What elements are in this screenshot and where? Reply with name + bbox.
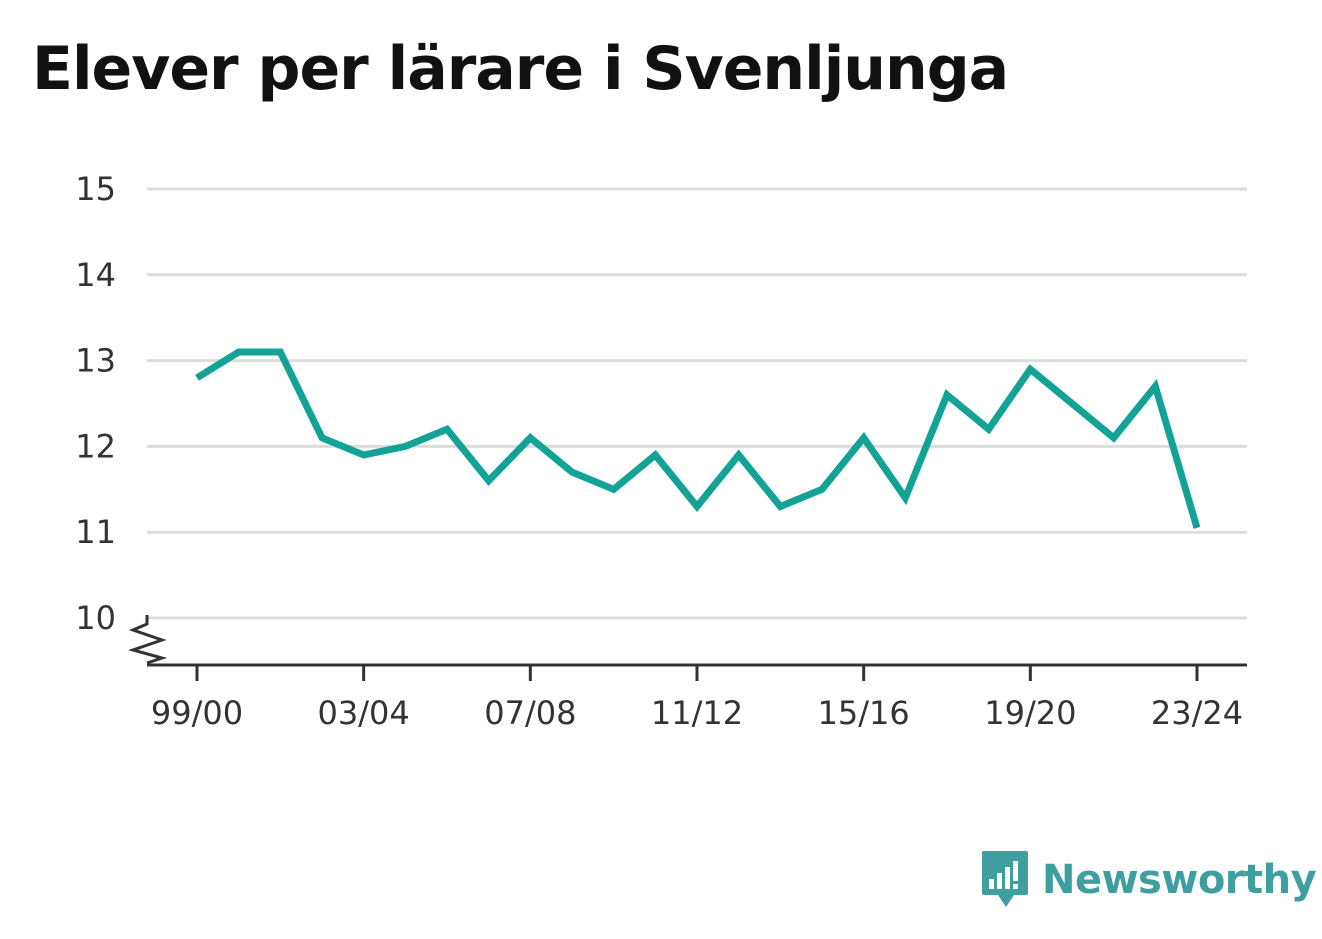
x-tick-label-07-08: 07/08 <box>484 694 576 732</box>
x-tick-label-11-12: 11/12 <box>651 694 743 732</box>
x-axis <box>127 615 1247 667</box>
brand-logo: Newsworthy <box>980 848 1317 912</box>
data-point-09-10 <box>610 486 617 493</box>
x-tick-label-99-00: 99/00 <box>151 694 243 732</box>
x-tick-label-23-24: 23/24 <box>1151 694 1243 732</box>
y-axis-break <box>127 615 168 665</box>
gridlines <box>147 187 1247 620</box>
x-tick-label-15-16: 15/16 <box>818 694 910 732</box>
data-point-00-01 <box>235 349 242 356</box>
data-point-13-14 <box>777 503 784 510</box>
x-axis-ticks: 99/00 03/04 07/08 11/12 15/16 19/20 23/24 <box>151 665 1243 732</box>
data-point-99-00 <box>194 374 201 381</box>
x-tick-label-03-04: 03/04 <box>318 694 410 732</box>
data-point-23-24 <box>1194 524 1201 531</box>
series-line <box>195 348 1201 529</box>
data-point-04-05 <box>402 443 409 450</box>
data-point-12-13 <box>735 451 742 458</box>
data-point-03-04 <box>360 451 367 458</box>
y-tick-label-14: 14 <box>75 256 116 294</box>
data-point-07-08 <box>527 434 534 441</box>
data-point-19-20 <box>1027 366 1034 373</box>
data-point-14-15 <box>819 486 826 493</box>
brand-name: Newsworthy <box>1042 857 1317 903</box>
data-point-08-09 <box>569 469 576 476</box>
chart-title: Elever per lärare i Svenljunga <box>32 34 1009 104</box>
y-tick-label-10: 10 <box>75 599 116 637</box>
y-tick-label-11: 11 <box>75 513 116 551</box>
data-point-16-17 <box>902 494 909 501</box>
data-point-05-06 <box>444 426 451 433</box>
data-point-20-21 <box>1069 400 1076 407</box>
data-point-22-23 <box>1152 383 1159 390</box>
data-point-18-19 <box>985 426 992 433</box>
y-tick-label-13: 13 <box>75 342 116 380</box>
y-tick-label-15: 15 <box>75 170 116 208</box>
data-point-10-11 <box>652 451 659 458</box>
data-point-02-03 <box>319 434 326 441</box>
y-tick-label-12: 12 <box>75 427 116 465</box>
data-point-17-18 <box>944 391 951 398</box>
data-point-01-02 <box>277 349 284 356</box>
x-tick-label-19-20: 19/20 <box>984 694 1076 732</box>
series-layer <box>194 348 1201 531</box>
y-axis-ticks: 10 11 12 13 14 15 <box>75 170 116 637</box>
data-point-11-12 <box>694 503 701 510</box>
data-point-21-22 <box>1110 434 1117 441</box>
data-point-15-16 <box>860 434 867 441</box>
data-point-06-07 <box>485 477 492 484</box>
bar-chart-speech-bubble-icon <box>982 851 1028 907</box>
